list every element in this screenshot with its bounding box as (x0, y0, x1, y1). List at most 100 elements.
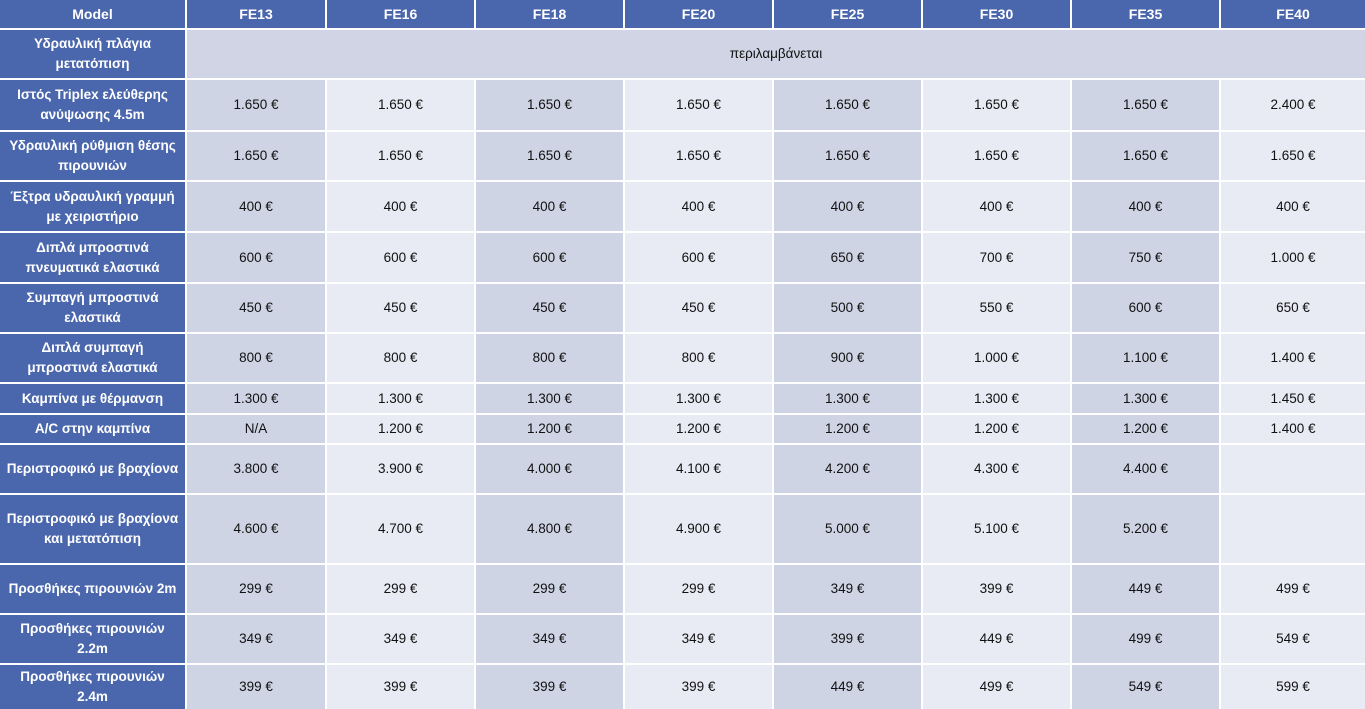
price-cell: 400 € (1221, 182, 1365, 231)
price-cell: 4.700 € (327, 495, 474, 563)
price-cell: 800 € (327, 334, 474, 382)
price-cell: 549 € (1072, 665, 1219, 709)
row-label: Καμπίνα με θέρμανση (0, 384, 185, 413)
row-label: Υδραυλική πλάγια μετατόπιση (0, 30, 185, 78)
header-fe30: FE30 (923, 0, 1070, 28)
header-fe13: FE13 (187, 0, 325, 28)
header-fe25: FE25 (774, 0, 921, 28)
price-cell: 1.300 € (774, 384, 921, 413)
price-cell: 1.650 € (476, 132, 623, 180)
price-cell: 800 € (625, 334, 772, 382)
price-cell: N/A (187, 415, 325, 443)
price-cell: 1.400 € (1221, 334, 1365, 382)
price-cell: 500 € (774, 284, 921, 332)
price-cell: 449 € (774, 665, 921, 709)
price-cell: 1.650 € (187, 132, 325, 180)
price-cell: 349 € (187, 615, 325, 663)
price-cell: 499 € (923, 665, 1070, 709)
price-cell: 5.100 € (923, 495, 1070, 563)
price-cell: 1.650 € (1072, 80, 1219, 130)
row-label: Περιστροφικό με βραχίονα και μετατόπιση (0, 495, 185, 563)
price-cell: 1.200 € (1072, 415, 1219, 443)
header-fe16: FE16 (327, 0, 474, 28)
price-cell: 600 € (327, 233, 474, 282)
price-cell: 499 € (1072, 615, 1219, 663)
price-cell: 450 € (476, 284, 623, 332)
price-cell: 399 € (625, 665, 772, 709)
price-cell: 650 € (774, 233, 921, 282)
price-cell (1221, 445, 1365, 493)
price-cell: 2.400 € (1221, 80, 1365, 130)
price-cell: 400 € (476, 182, 623, 231)
price-cell: 4.800 € (476, 495, 623, 563)
price-cell: 599 € (1221, 665, 1365, 709)
price-cell: 1.650 € (774, 80, 921, 130)
row-label: Συμπαγή μπροστινά ελαστικά (0, 284, 185, 332)
price-cell: 349 € (625, 615, 772, 663)
row-label: Διπλά συμπαγή μπροστινά ελαστικά (0, 334, 185, 382)
price-cell: 4.000 € (476, 445, 623, 493)
price-cell: 600 € (625, 233, 772, 282)
header-fe18: FE18 (476, 0, 623, 28)
price-cell: 399 € (774, 615, 921, 663)
price-cell: 1.650 € (923, 132, 1070, 180)
header-fe20: FE20 (625, 0, 772, 28)
price-cell: 349 € (774, 565, 921, 613)
price-cell: 1.300 € (327, 384, 474, 413)
price-cell: 450 € (187, 284, 325, 332)
price-cell: 650 € (1221, 284, 1365, 332)
price-cell: 299 € (327, 565, 474, 613)
price-cell: 1.200 € (923, 415, 1070, 443)
price-cell: 1.200 € (327, 415, 474, 443)
price-cell: 1.650 € (187, 80, 325, 130)
row-label: Ιστός Triplex ελεύθερης ανύψωσης 4.5m (0, 80, 185, 130)
price-cell: 449 € (1072, 565, 1219, 613)
price-cell: 800 € (476, 334, 623, 382)
price-cell: 600 € (476, 233, 623, 282)
price-cell: 800 € (187, 334, 325, 382)
price-cell: 1.000 € (1221, 233, 1365, 282)
price-cell: 4.200 € (774, 445, 921, 493)
price-cell: 4.300 € (923, 445, 1070, 493)
price-cell: 4.400 € (1072, 445, 1219, 493)
price-cell: 5.000 € (774, 495, 921, 563)
price-cell: 299 € (187, 565, 325, 613)
price-cell: 299 € (476, 565, 623, 613)
row-label: Υδραυλική ρύθμιση θέσης πιρουνιών (0, 132, 185, 180)
price-cell: 550 € (923, 284, 1070, 332)
row-label: Προσθήκες πιρουνιών 2.2m (0, 615, 185, 663)
merged-cell: περιλαμβάνεται (187, 30, 1365, 78)
price-cell: 349 € (476, 615, 623, 663)
price-cell: 299 € (625, 565, 772, 613)
price-cell: 1.300 € (625, 384, 772, 413)
price-cell: 1.400 € (1221, 415, 1365, 443)
price-cell: 1.650 € (1221, 132, 1365, 180)
price-cell: 349 € (327, 615, 474, 663)
price-cell: 4.900 € (625, 495, 772, 563)
price-cell: 1.650 € (1072, 132, 1219, 180)
price-cell: 3.900 € (327, 445, 474, 493)
price-cell: 700 € (923, 233, 1070, 282)
price-cell: 449 € (923, 615, 1070, 663)
price-cell: 1.200 € (625, 415, 772, 443)
price-cell: 1.300 € (923, 384, 1070, 413)
price-cell: 1.000 € (923, 334, 1070, 382)
header-fe40: FE40 (1221, 0, 1365, 28)
price-cell: 1.650 € (625, 132, 772, 180)
price-cell: 1.300 € (1072, 384, 1219, 413)
price-cell (1221, 495, 1365, 563)
price-cell: 399 € (476, 665, 623, 709)
price-cell: 400 € (625, 182, 772, 231)
price-cell: 1.650 € (476, 80, 623, 130)
price-cell: 1.650 € (327, 80, 474, 130)
price-cell: 400 € (774, 182, 921, 231)
row-label: A/C στην καμπίνα (0, 415, 185, 443)
price-cell: 1.200 € (476, 415, 623, 443)
price-cell: 1.650 € (923, 80, 1070, 130)
price-cell: 900 € (774, 334, 921, 382)
price-cell: 4.100 € (625, 445, 772, 493)
price-cell: 400 € (1072, 182, 1219, 231)
price-cell: 4.600 € (187, 495, 325, 563)
price-cell: 399 € (187, 665, 325, 709)
